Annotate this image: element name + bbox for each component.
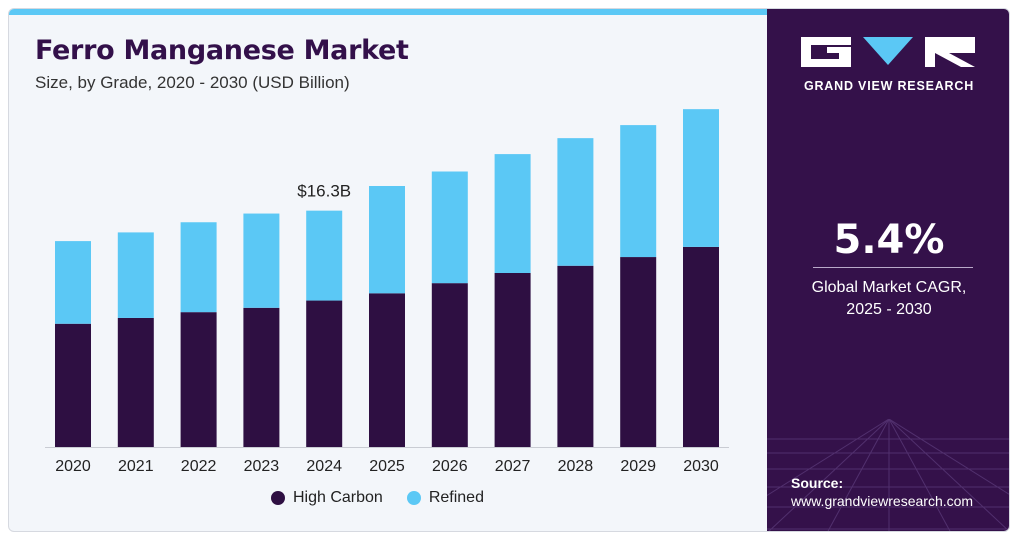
- x-tick-label-2023: 2023: [244, 458, 280, 475]
- cagr-value: 5.4%: [833, 217, 945, 263]
- bar-high-carbon-2029: [620, 257, 657, 447]
- divider: [813, 267, 973, 268]
- bar-high-carbon-2021: [117, 317, 154, 447]
- bar-high-carbon-2025: [369, 293, 405, 447]
- brand-name: GRAND VIEW RESEARCH: [803, 79, 975, 93]
- bar-high-carbon-2024: [306, 300, 343, 447]
- bar-high-carbon-2022: [180, 312, 217, 447]
- legend-swatch-refined: [406, 491, 421, 505]
- bar-refined-2023: [243, 213, 280, 308]
- cagr-label-line1: Global Market CAGR,: [811, 279, 967, 296]
- legend-label-refined: Refined: [428, 489, 484, 506]
- x-tick-label-2024: 2024: [306, 458, 342, 475]
- bar-refined-2022: [180, 222, 217, 313]
- legend-item-refined: Refined: [406, 489, 484, 507]
- sidebar-panel: GRAND VIEW RESEARCH 5.4% Global Market C…: [767, 9, 1009, 531]
- bar-refined-2026: [431, 171, 468, 284]
- source-url[interactable]: www.grandviewresearch.com: [791, 493, 974, 509]
- bar-refined-2028: [557, 138, 594, 266]
- grand-view-research-logo: [801, 37, 975, 67]
- bar-high-carbon-2023: [243, 307, 280, 447]
- chart-title: Ferro Manganese Market: [35, 35, 409, 66]
- x-tick-label-2020: 2020: [55, 458, 91, 475]
- data-label-2024: $16.3B: [297, 182, 351, 201]
- x-tick-label-2022: 2022: [181, 458, 217, 475]
- x-tick-label-2029: 2029: [620, 458, 656, 475]
- chart-legend: High Carbon Refined: [271, 489, 484, 507]
- legend-item-high-carbon: High Carbon: [271, 489, 383, 507]
- chart-card: Ferro Manganese Market Size, by Grade, 2…: [8, 8, 1010, 532]
- bar-refined-2029: [620, 125, 657, 258]
- bar-refined-2020: [55, 241, 91, 324]
- bar-high-carbon-2026: [431, 283, 468, 447]
- perspective-grid-graphic: [767, 419, 1009, 531]
- bar-chart: 2020 2021 2022 2023 2024 2025 2026 2027 2028 2029…: [45, 109, 729, 475]
- source-label: Source:: [791, 475, 844, 491]
- x-tick-label-2026: 2026: [432, 458, 468, 475]
- x-tick-label-2030: 2030: [683, 458, 719, 475]
- bar-high-carbon-2027: [494, 273, 531, 447]
- chart-subtitle: Size, by Grade, 2020 - 2030 (USD Billion…: [35, 73, 350, 92]
- legend-swatch-high-carbon: [271, 491, 285, 505]
- bar-refined-2025: [369, 186, 405, 294]
- bar-refined-2030: [683, 109, 719, 247]
- cagr-label: Global Market CAGR, 2025 - 2030: [767, 277, 1009, 321]
- x-tick-label-2021: 2021: [118, 458, 154, 475]
- x-tick-label-2027: 2027: [495, 458, 531, 475]
- bar-refined-2024: [306, 210, 343, 301]
- bar-high-carbon-2030: [683, 246, 719, 447]
- bar-high-carbon-2020: [55, 323, 91, 447]
- accent-bar: [9, 9, 767, 15]
- bar-refined-2021: [117, 232, 154, 318]
- bar-high-carbon-2028: [557, 265, 594, 447]
- x-tick-label-2025: 2025: [369, 458, 405, 475]
- cagr-label-line2: 2025 - 2030: [846, 301, 932, 318]
- bar-refined-2027: [494, 154, 531, 273]
- x-tick-label-2028: 2028: [558, 458, 594, 475]
- legend-label-high-carbon: High Carbon: [293, 489, 383, 506]
